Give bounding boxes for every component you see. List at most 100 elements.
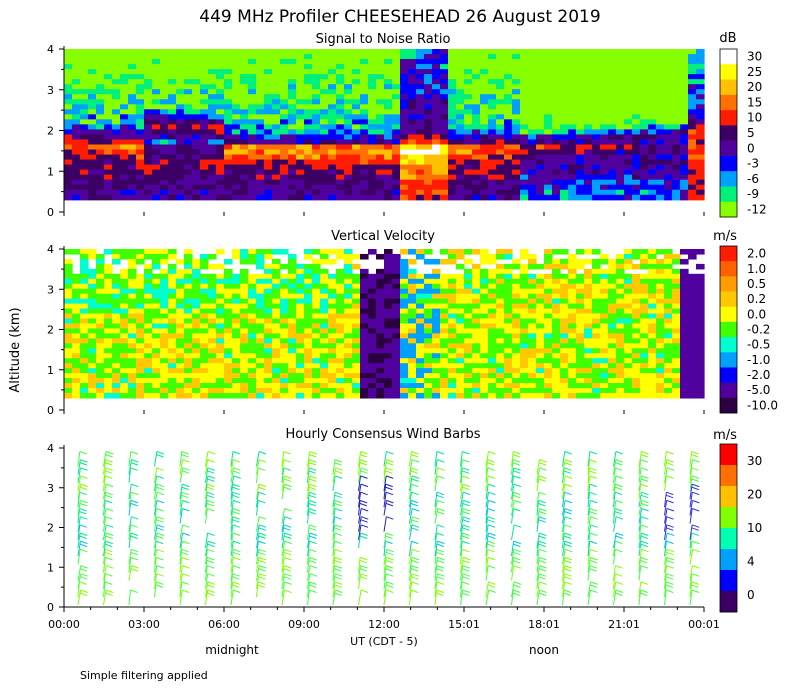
heatmap-cell (128, 392, 137, 399)
heatmap-cell (640, 293, 649, 300)
heatmap-cell (408, 164, 417, 171)
heatmap-cell (656, 114, 665, 120)
heatmap-cell (88, 338, 97, 344)
heatmap-cell (488, 388, 497, 394)
heatmap-cell (88, 368, 97, 374)
heatmap-cell (528, 363, 537, 369)
heatmap-cell (312, 134, 321, 141)
heatmap-cell (608, 293, 617, 300)
heatmap-cell (272, 194, 281, 201)
heatmap-cell (320, 343, 329, 349)
heatmap-cell (296, 298, 305, 305)
heatmap-cell (440, 358, 449, 364)
heatmap-cell (640, 328, 649, 334)
heatmap-cell (608, 104, 617, 110)
heatmap-cell (424, 378, 433, 384)
heatmap-cell (664, 348, 673, 354)
heatmap-cell (488, 318, 497, 325)
heatmap-cell (192, 79, 201, 85)
heatmap-cell (424, 383, 433, 389)
heatmap-cell (560, 159, 569, 166)
heatmap-cell (192, 69, 201, 75)
heatmap-cell (184, 328, 193, 334)
heatmap-cell (264, 283, 273, 290)
heatmap-cell (520, 79, 529, 85)
heatmap-cell (112, 164, 121, 171)
wind-barb-feather (207, 478, 215, 482)
heatmap-cell (192, 164, 201, 171)
heatmap-cell (152, 288, 161, 295)
heatmap-cell (600, 323, 609, 330)
heatmap-cell (80, 184, 89, 191)
heatmap-cell (648, 159, 657, 166)
heatmap-cell (520, 353, 529, 359)
heatmap-cell (656, 149, 665, 156)
wind-barb-feather (182, 467, 190, 471)
heatmap-cell (408, 144, 417, 151)
heatmap-cell (288, 49, 297, 55)
colorbar-swatch (720, 352, 737, 368)
heatmap-cell (264, 249, 273, 255)
heatmap-cell (208, 144, 217, 151)
heatmap-cell (632, 338, 641, 344)
heatmap-cell (256, 54, 265, 60)
heatmap-cell (680, 159, 689, 166)
heatmap-cell (152, 159, 161, 166)
heatmap-cell (368, 288, 377, 295)
heatmap-cell (64, 49, 73, 55)
heatmap-cell (688, 313, 697, 320)
heatmap-cell (344, 89, 353, 95)
heatmap-cell (312, 179, 321, 186)
heatmap-cell (632, 54, 641, 60)
heatmap-cell (480, 298, 489, 305)
heatmap-cell (576, 303, 585, 310)
heatmap-cell (352, 104, 361, 110)
heatmap-cell (256, 49, 265, 55)
heatmap-cell (144, 119, 153, 125)
heatmap-cell (656, 263, 665, 270)
heatmap-cell (536, 298, 545, 305)
heatmap-cell (392, 353, 401, 359)
heatmap-cell (560, 144, 569, 151)
heatmap-cell (384, 184, 393, 191)
heatmap-cell (648, 184, 657, 191)
heatmap-cell (448, 338, 457, 344)
heatmap-cell (640, 69, 649, 75)
heatmap-cell (240, 383, 249, 389)
heatmap-cell (592, 273, 601, 280)
heatmap-cell (480, 348, 489, 354)
heatmap-cell (560, 79, 569, 85)
heatmap-cell (392, 323, 401, 330)
heatmap-cell (544, 323, 553, 330)
heatmap-cell (640, 134, 649, 141)
heatmap-cell (336, 298, 345, 305)
heatmap-cell (328, 363, 337, 369)
heatmap-cell (576, 283, 585, 290)
heatmap-cell (648, 392, 657, 399)
heatmap-cell (664, 109, 673, 115)
heatmap-cell (520, 69, 529, 75)
heatmap-cell (80, 328, 89, 334)
heatmap-cell (88, 298, 97, 305)
heatmap-cell (408, 139, 417, 146)
heatmap-cell (592, 154, 601, 161)
heatmap-cell (568, 293, 577, 300)
heatmap-cell (664, 308, 673, 315)
heatmap-cell (344, 328, 353, 334)
heatmap-cell (600, 368, 609, 374)
heatmap-cell (576, 119, 585, 125)
heatmap-cell (336, 338, 345, 344)
heatmap-cell (96, 273, 105, 280)
heatmap-cell (584, 383, 593, 389)
heatmap-cell (160, 134, 169, 141)
heatmap-cell (464, 368, 473, 374)
heatmap-cell (72, 124, 81, 131)
colorbar-swatch (720, 110, 737, 126)
heatmap-cell (256, 174, 265, 181)
heatmap-cell (416, 363, 425, 369)
heatmap-cell (416, 313, 425, 320)
heatmap-cell (656, 288, 665, 295)
heatmap-cell (248, 109, 257, 115)
heatmap-cell (472, 134, 481, 141)
colorbar-label: -0.2 (747, 323, 770, 337)
